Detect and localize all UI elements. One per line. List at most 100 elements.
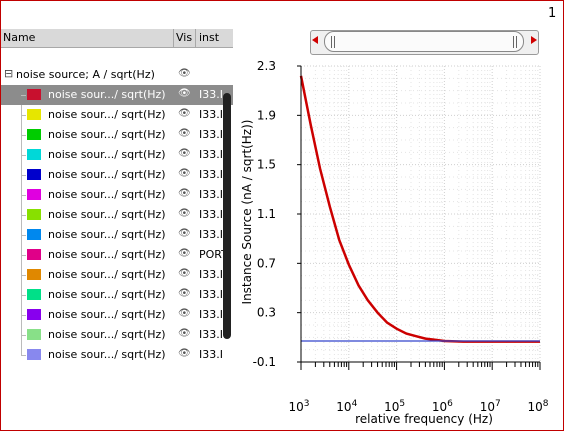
slider-left-handle-line	[334, 36, 335, 48]
page-number: 1	[548, 6, 557, 21]
tree-connector	[21, 95, 26, 96]
eye-icon[interactable]: 👁	[178, 228, 191, 239]
tree-row-label: noise sour.../ sqrt(Hz)	[48, 288, 166, 301]
eye-icon[interactable]: 👁	[178, 148, 191, 159]
eye-icon[interactable]: 👁	[178, 188, 191, 199]
tree-connector	[21, 335, 26, 336]
tree-row-inst: I33.I1	[199, 208, 223, 221]
tree-row[interactable]: noise sour.../ sqrt(Hz) 👁 I33.I1	[1, 125, 233, 145]
color-swatch[interactable]	[27, 269, 41, 280]
tree-connector	[21, 215, 26, 216]
tree-row[interactable]: noise sour.../ sqrt(Hz) 👁 I33.I1	[1, 185, 233, 205]
color-swatch[interactable]	[27, 349, 41, 360]
column-header-vis[interactable]: Vis	[176, 31, 193, 44]
vertical-scrollbar-thumb[interactable]	[223, 93, 231, 339]
tree-connector	[21, 355, 26, 356]
eye-icon[interactable]: 👁	[178, 328, 191, 339]
color-swatch[interactable]	[27, 209, 41, 220]
scroll-right-arrow-icon[interactable]	[531, 36, 537, 44]
eye-icon[interactable]: 👁	[178, 168, 191, 179]
tree-row[interactable]: noise sour.../ sqrt(Hz) 👁 I33.I1	[1, 305, 233, 325]
tree-row[interactable]: noise sour.../ sqrt(Hz) 👁 I33.I1	[1, 345, 233, 365]
tree-row[interactable]: noise sour.../ sqrt(Hz) 👁 I33.I1	[1, 105, 233, 125]
tree-row-label: noise sour.../ sqrt(Hz)	[48, 168, 166, 181]
eye-icon[interactable]: 👁	[178, 348, 191, 359]
column-header-inst[interactable]: inst	[199, 31, 220, 44]
tree-connector	[21, 115, 26, 116]
tree-row[interactable]: noise sour.../ sqrt(Hz) 👁 I33.I1	[1, 325, 233, 345]
collapse-icon[interactable]: ⊟	[4, 67, 14, 80]
eye-icon[interactable]: 👁	[178, 128, 191, 139]
eye-icon[interactable]: 👁	[178, 108, 191, 119]
slider-right-handle-line	[516, 36, 517, 48]
tree-root-row[interactable]: ⊟ noise source; A / sqrt(Hz) 👁	[1, 66, 233, 84]
color-swatch[interactable]	[27, 89, 41, 100]
tree-root-label: noise source; A / sqrt(Hz)	[16, 68, 155, 81]
tree-connector	[21, 235, 26, 236]
tree-row[interactable]: noise sour.../ sqrt(Hz) 👁 I33.I1	[1, 285, 233, 305]
tree-row[interactable]: noise sour.../ sqrt(Hz) 👁 I33.I1	[1, 225, 233, 245]
tree-row-inst: I33.I1	[199, 268, 223, 281]
slider-right-handle[interactable]	[513, 36, 514, 48]
color-swatch[interactable]	[27, 229, 41, 240]
scroll-left-arrow-icon[interactable]	[312, 36, 318, 44]
column-separator[interactable]	[195, 29, 196, 47]
tree-row-label: noise sour.../ sqrt(Hz)	[48, 248, 166, 261]
color-swatch[interactable]	[27, 129, 41, 140]
tree-row-label: noise sour.../ sqrt(Hz)	[48, 308, 166, 321]
tree-connector	[21, 255, 26, 256]
column-header-name[interactable]: Name	[3, 31, 36, 44]
tree-row[interactable]: noise sour.../ sqrt(Hz) 👁 I33.I1	[1, 205, 233, 225]
color-swatch[interactable]	[27, 189, 41, 200]
tree-connector	[21, 275, 26, 276]
signal-tree-panel[interactable]: Name Vis inst ⊟ noise source; A / sqrt(H…	[1, 29, 233, 430]
color-swatch[interactable]	[27, 169, 41, 180]
color-swatch[interactable]	[27, 329, 41, 340]
tree-row-inst: I33.I1	[199, 168, 223, 181]
tree-row-inst: I33.I1	[199, 288, 223, 301]
x-range-slider[interactable]	[310, 30, 539, 55]
tree-connector	[21, 175, 26, 176]
tree-connector	[21, 195, 26, 196]
color-swatch[interactable]	[27, 149, 41, 160]
tree-row-inst: PORT	[199, 248, 223, 261]
color-swatch[interactable]	[27, 309, 41, 320]
eye-icon[interactable]: 👁	[178, 288, 191, 299]
eye-icon[interactable]: 👁	[178, 68, 191, 79]
tree-row-inst: I33.I1	[199, 148, 223, 161]
color-swatch[interactable]	[27, 109, 41, 120]
eye-icon[interactable]: 👁	[178, 88, 191, 99]
color-swatch[interactable]	[27, 289, 41, 300]
tree-row-inst: I33.I1	[199, 328, 223, 341]
tree-row-label: noise sour.../ sqrt(Hz)	[48, 208, 166, 221]
tree-row-label: noise sour.../ sqrt(Hz)	[48, 148, 166, 161]
tree-connector	[21, 155, 26, 156]
column-separator[interactable]	[173, 29, 174, 47]
tree-row[interactable]: noise sour.../ sqrt(Hz) 👁 I33.I1	[1, 85, 233, 105]
eye-icon[interactable]: 👁	[178, 308, 191, 319]
tree-row-inst: I33.I1	[199, 348, 223, 361]
tree-row-label: noise sour.../ sqrt(Hz)	[48, 328, 166, 341]
tree-row-label: noise sour.../ sqrt(Hz)	[48, 268, 166, 281]
eye-icon[interactable]: 👁	[178, 268, 191, 279]
slider-left-handle[interactable]	[331, 36, 332, 48]
tree-header: Name Vis inst	[1, 29, 233, 48]
tree-connector-line	[21, 85, 22, 355]
tree-row[interactable]: noise sour.../ sqrt(Hz) 👁 PORT	[1, 245, 233, 265]
tree-connector	[21, 135, 26, 136]
slider-thumb[interactable]	[324, 31, 524, 52]
tree-row-inst: I33.I1	[199, 308, 223, 321]
color-swatch[interactable]	[27, 249, 41, 260]
tree-row[interactable]: noise sour.../ sqrt(Hz) 👁 I33.I1	[1, 265, 233, 285]
tree-connector	[21, 315, 26, 316]
tree-row-label: noise sour.../ sqrt(Hz)	[48, 348, 166, 361]
eye-icon[interactable]: 👁	[178, 208, 191, 219]
tree-row[interactable]: noise sour.../ sqrt(Hz) 👁 I33.I1	[1, 165, 233, 185]
tree-row[interactable]: noise sour.../ sqrt(Hz) 👁 I33.I1	[1, 145, 233, 165]
tree-row-label: noise sour.../ sqrt(Hz)	[48, 128, 166, 141]
eye-icon[interactable]: 👁	[178, 248, 191, 259]
tree-row-inst: I33.I1	[199, 188, 223, 201]
tree-row-label: noise sour.../ sqrt(Hz)	[48, 228, 166, 241]
tree-row-label: noise sour.../ sqrt(Hz)	[48, 188, 166, 201]
tree-row-inst: I33.I1	[199, 128, 223, 141]
